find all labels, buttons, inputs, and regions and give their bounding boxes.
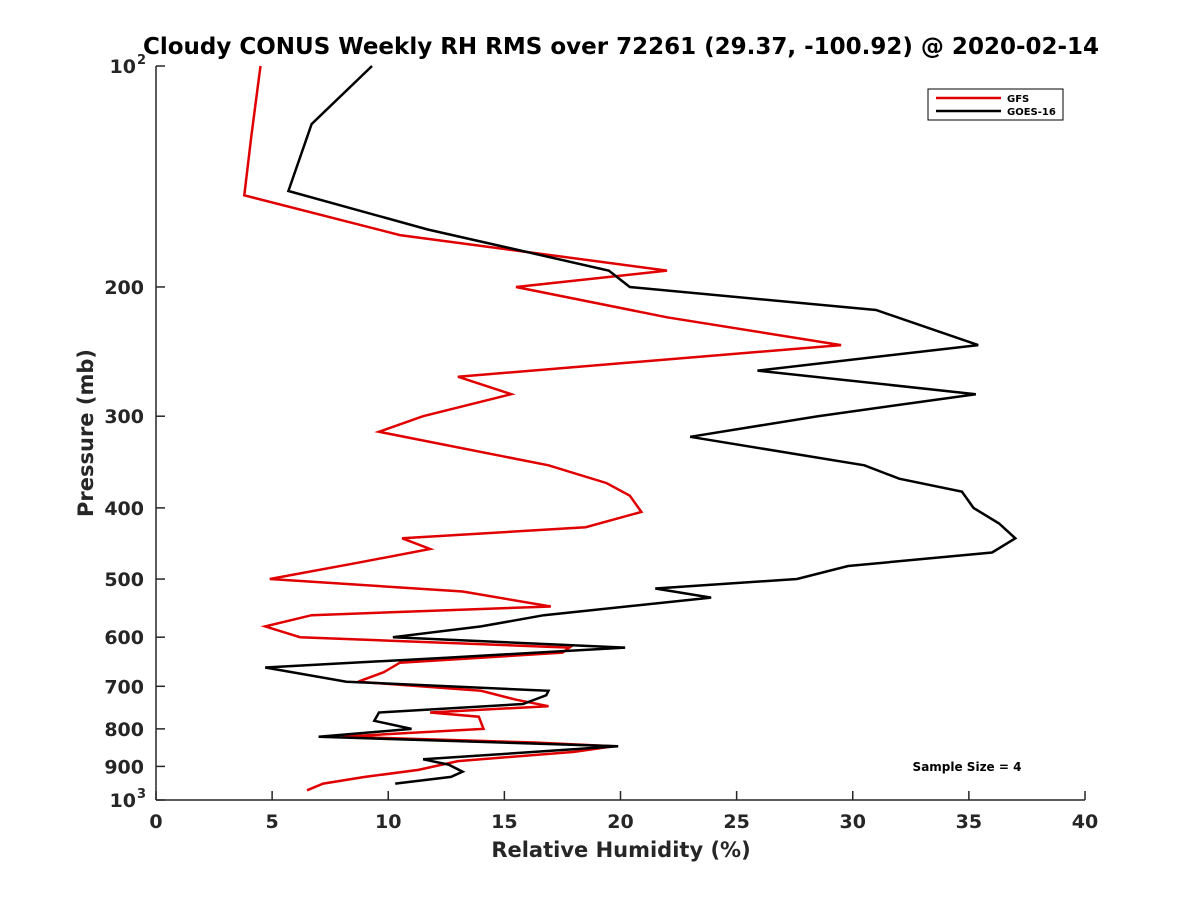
y-tick-label: 200: [104, 277, 144, 299]
x-tick-label: 10: [375, 811, 401, 833]
y-tick-exponent: 3: [137, 787, 146, 802]
y-tick-label: 700: [104, 676, 144, 698]
sample-size-annotation: Sample Size = 4: [913, 760, 1022, 774]
x-axis-label: Relative Humidity (%): [491, 838, 750, 862]
legend: GFS GOES-16: [927, 88, 1064, 121]
y-tick-exponent: 2: [137, 53, 146, 68]
x-tick-label: 40: [1072, 811, 1098, 833]
x-tick-label: 25: [723, 811, 749, 833]
y-tick-label: 10: [110, 56, 136, 78]
y-axis-label: Pressure (mb): [74, 349, 98, 517]
chart-title: Cloudy CONUS Weekly RH RMS over 72261 (2…: [143, 34, 1099, 60]
x-tick-label: 5: [266, 811, 279, 833]
y-tick-label: 400: [104, 498, 144, 520]
series-line-goes-16: [264, 65, 1018, 785]
x-tick-label: 30: [840, 811, 866, 833]
x-tick-label: 15: [491, 811, 517, 833]
y-tick-label: 800: [104, 719, 144, 741]
y-tick-label: 500: [104, 569, 144, 591]
y-tick-label: 600: [104, 627, 144, 649]
series-layer: [242, 65, 1018, 792]
x-tick-label: 20: [607, 811, 633, 833]
legend-label-gfs: GFS: [1007, 94, 1029, 105]
y-tick-label: 10: [110, 790, 136, 812]
x-tick-label: 0: [149, 811, 162, 833]
x-tick-label: 35: [956, 811, 982, 833]
legend-box: [927, 88, 1064, 121]
legend-label-goes-16: GOES-16: [1007, 107, 1056, 118]
y-tick-label: 900: [104, 756, 144, 778]
y-tick-label: 300: [104, 406, 144, 428]
